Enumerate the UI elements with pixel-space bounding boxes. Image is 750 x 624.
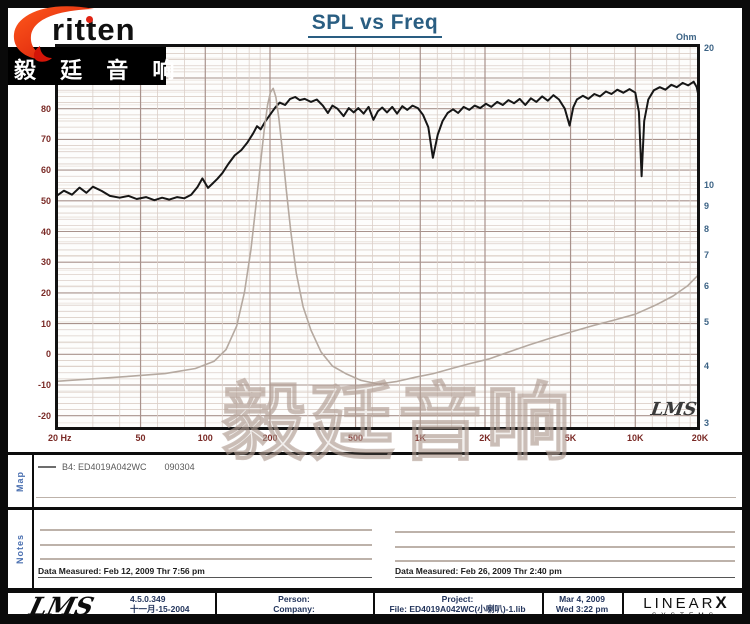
divider-notes-footer [8,588,742,591]
left-tick-label: 40 [40,226,51,237]
divider-map-notes [8,507,742,510]
notes-rule [395,531,735,533]
bottom-tick-label: 20K [691,433,709,443]
legend-series-code: 090304 [164,462,195,472]
spl-chart-plot [55,44,700,430]
footer-cell-project [373,591,542,616]
divider-map-top [8,452,742,455]
bottom-tick-label: 2K [479,433,491,443]
left-tick-label: 20 [40,287,51,298]
left-tick-label: 70 [40,134,51,145]
left-tick-label: 50 [40,195,51,206]
bottom-tick-label: 500 [348,433,364,443]
person-label: Person: [278,594,310,604]
notes-rule [395,546,735,548]
footer-cell-linearx [622,591,742,616]
file-label: File: ED4019A042WC(小喇叭)-1.lib [389,604,526,614]
spl-curve [55,80,700,202]
footer-version: 4.5.0.349 [130,594,166,604]
footer-cell-version [8,591,215,616]
map-rule-line [36,497,736,498]
linearx-wordmark: LINEARX [643,593,727,612]
chart-title: SPL vs Freq [307,11,443,38]
footer-time: Wed 3:22 pm [555,604,609,614]
notes-rule [395,560,735,562]
left-tick-label: 80 [40,103,51,114]
notes-rule [40,544,372,546]
right-tick-label: 6 [704,280,710,291]
left-tick-label: -20 [37,410,51,421]
map-section-label: Map [15,470,25,492]
footer-project-block: Project: File: ED4019A042WC(小喇叭)-1.lib [373,594,542,614]
footer-datetime-block: Mar 4, 2009 Wed 3:22 pm [542,594,622,614]
brand-i-dot [86,16,93,23]
map-sideband: Map [8,455,32,507]
impedance-curve [55,87,700,385]
right-tick-label: 9 [704,200,710,211]
bottom-tick-label: 50 [135,433,146,443]
bottom-tick-label: 1K [414,433,427,443]
linearx-logo: LINEARX SYSTEMS [630,593,740,619]
linearx-systems-text: SYSTEMS [651,612,719,619]
right-tick-label: 3 [704,417,710,428]
left-tick-label: 30 [40,257,51,268]
bottom-tick-label: 10K [627,433,644,443]
brand-name-text: ritten [52,12,136,47]
right-tick-label: 8 [704,224,710,235]
brand-chinese-text: 毅 廷 音 响 [14,58,184,83]
left-tick-label: 10 [40,318,51,329]
measured-date-left: Data Measured: Feb 12, 2009 Thr 7:56 pm [38,566,372,578]
footer-version-date: 十一月-15-2004 [130,604,190,614]
right-tick-label: 5 [704,316,710,327]
right-tick-label: 7 [704,250,710,261]
footer-person-block: Person: Company: [215,594,373,614]
left-tick-label: 0 [45,349,51,360]
legend-line-swatch [38,466,56,468]
right-tick-label: 10 [704,179,715,190]
bottom-tick-label: 5K [564,433,577,443]
sidebar-divider [32,452,34,591]
footer-cell-person [215,591,373,616]
brand-swoosh-icon [13,6,94,62]
brand-logo: ritten 毅 廷 音 响 [8,0,178,90]
measured-date-right: Data Measured: Feb 26, 2009 Thr 2:40 pm [395,566,735,578]
left-tick-label: 60 [40,165,51,176]
notes-rule [40,529,372,531]
notes-section-label: Notes [15,533,25,564]
project-label: Project: [441,594,474,604]
right-tick-label: 20 [704,43,715,53]
bottom-tick-label: 20 Hz [48,433,72,443]
lms-footer-logo: LMS [26,592,97,621]
footer-version-block: 4.5.0.349 十一月-15-2004 [130,594,190,614]
lms-chart-mark: LMS [649,399,699,420]
page-title: SPL vs Freq [0,11,750,38]
right-tick-label: 4 [704,361,710,372]
legend-series-name: B4: ED4019A042WC [62,462,147,472]
bottom-tick-label: 200 [262,433,278,443]
footer-date: Mar 4, 2009 [559,594,605,604]
left-tick-label: -10 [37,380,51,390]
notes-rule [40,558,372,560]
curve-legend: B4: ED4019A042WC 090304 [38,462,195,472]
bottom-tick-label: 100 [197,433,213,443]
footer-cell-date [542,591,622,616]
notes-sideband: Notes [8,510,32,588]
company-label: Company: [273,604,315,614]
right-axis-unit-label: Ohm [676,32,697,42]
